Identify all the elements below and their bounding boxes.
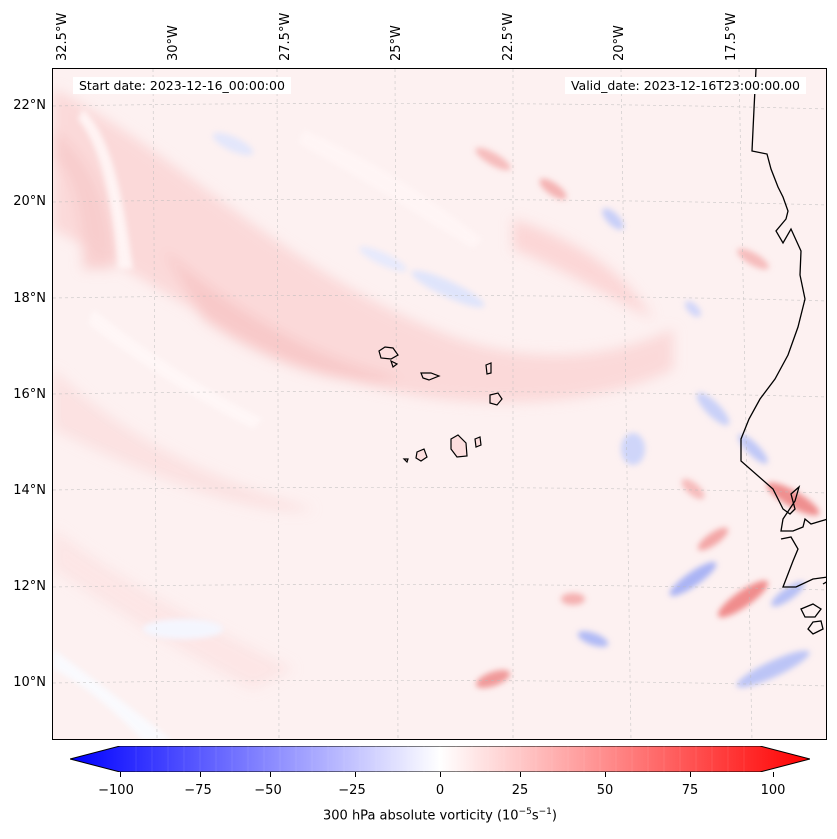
colorbar-tick-label: 0 bbox=[435, 783, 445, 798]
lon-label-17-5w: 17.5°W bbox=[724, 12, 739, 61]
lon-label-30w: 30°W bbox=[166, 25, 181, 61]
lat-label-18n: 18°N bbox=[13, 291, 46, 306]
colorbar-tickmark bbox=[773, 772, 774, 777]
colorbar-tickmark bbox=[690, 772, 691, 777]
colorbar-tick-label: 25 bbox=[511, 783, 529, 798]
colorbar-tick-label: −75 bbox=[184, 783, 212, 798]
lat-label-14n: 14°N bbox=[13, 483, 46, 498]
gridlines bbox=[53, 69, 826, 739]
colorbar-tickmark bbox=[520, 772, 521, 777]
colorbar-tick-label: 50 bbox=[596, 783, 614, 798]
colorbar-tickmark bbox=[605, 772, 606, 777]
light-streaks bbox=[53, 109, 483, 739]
lat-label-10n: 10°N bbox=[13, 675, 46, 690]
lat-label-12n: 12°N bbox=[13, 579, 46, 594]
vorticity-field bbox=[53, 69, 826, 739]
valid-date-label: Valid_date: 2023-12-16T23:00:00.00 bbox=[564, 77, 806, 94]
lat-label-16n: 16°N bbox=[13, 387, 46, 402]
colorbar-tickmark bbox=[120, 772, 121, 777]
african-coastline bbox=[740, 69, 826, 635]
colorbar-tickmark bbox=[440, 772, 441, 777]
colorbar-tick-label: −25 bbox=[338, 783, 366, 798]
pink-band bbox=[53, 89, 673, 689]
vorticity-map: Start date: 2023-12-16_00:00:00 Valid_da… bbox=[52, 68, 827, 740]
colorbar-tickmark bbox=[270, 772, 271, 777]
colorbar-tickmark bbox=[355, 772, 356, 777]
colorbar-tickmark bbox=[200, 772, 201, 777]
colorbar-gradient bbox=[70, 746, 810, 772]
colorbar-tick-label: −100 bbox=[98, 783, 134, 798]
colorbar-tick-label: 100 bbox=[760, 783, 786, 798]
lon-label-22-5w: 22.5°W bbox=[501, 12, 516, 61]
colorbar-tick-label: 75 bbox=[681, 783, 699, 798]
colorbar bbox=[70, 746, 810, 772]
lon-label-20w: 20°W bbox=[612, 25, 627, 61]
blue-perturbations bbox=[143, 132, 810, 688]
lon-label-32-5w: 32.5°W bbox=[55, 12, 70, 61]
lat-label-22n: 22°N bbox=[13, 98, 46, 113]
start-date-label: Start date: 2023-12-16_00:00:00 bbox=[73, 77, 291, 94]
lon-label-27-5w: 27.5°W bbox=[278, 12, 293, 61]
cape-verde-islands bbox=[378, 346, 503, 464]
lat-label-20n: 20°N bbox=[13, 194, 46, 209]
lon-label-25w: 25°W bbox=[389, 25, 404, 61]
colorbar-title: 300 hPa absolute vorticity (10−5s−1) bbox=[323, 807, 557, 824]
colorbar-tick-label: −50 bbox=[254, 783, 282, 798]
